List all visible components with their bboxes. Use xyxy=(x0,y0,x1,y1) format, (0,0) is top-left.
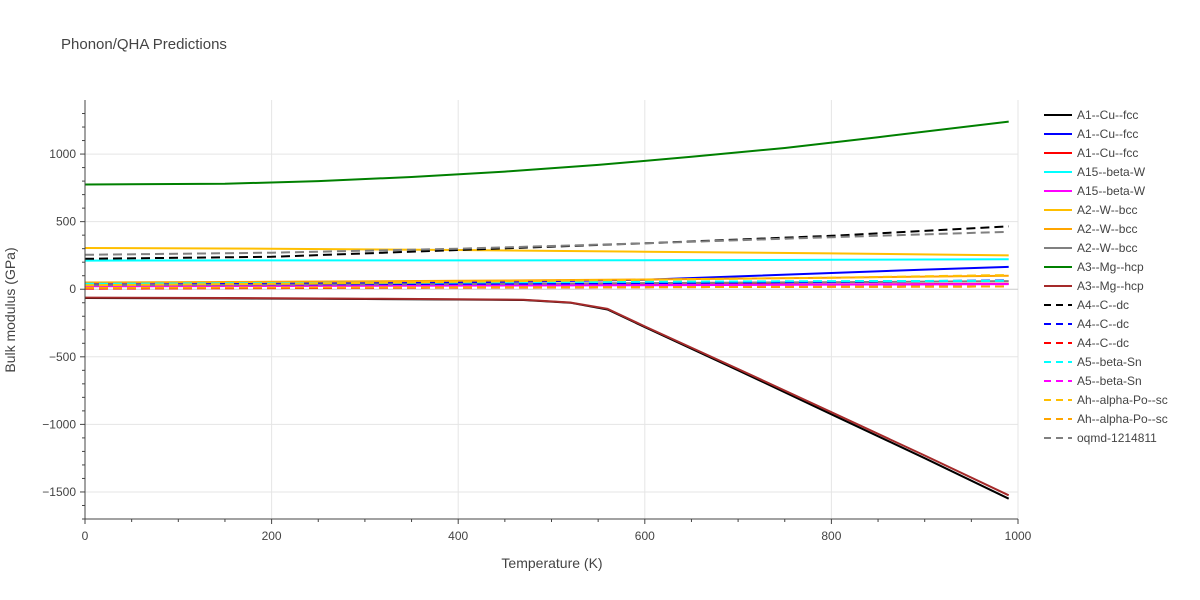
legend-item[interactable]: A2--W--bcc xyxy=(1044,241,1137,255)
legend-item[interactable]: oqmd-1214811 xyxy=(1044,431,1157,445)
y-tick-label: −1000 xyxy=(42,417,76,431)
legend-label: A15--beta-W xyxy=(1077,184,1146,198)
legend-item[interactable]: A3--Mg--hcp xyxy=(1044,260,1144,274)
legend-label: A1--Cu--fcc xyxy=(1077,146,1138,160)
y-tick-label: 1000 xyxy=(49,147,76,161)
legend-label: A4--C--dc xyxy=(1077,317,1129,331)
series-line-16 xyxy=(84,285,1009,289)
series-layer xyxy=(84,120,1010,500)
legend-item[interactable]: A2--W--bcc xyxy=(1044,203,1137,217)
legend-label: A15--beta-W xyxy=(1077,165,1146,179)
y-axis-title: Bulk modulus (GPa) xyxy=(2,247,18,372)
series-line-5 xyxy=(84,247,1009,257)
y-tick-label: −500 xyxy=(49,350,76,364)
x-tick-label: 200 xyxy=(262,529,282,543)
legend-label: A4--C--dc xyxy=(1077,336,1129,350)
chart-title: Phonon/QHA Predictions xyxy=(61,36,227,53)
x-axis-title: Temperature (K) xyxy=(501,555,602,571)
legend-label: A2--W--bcc xyxy=(1077,203,1137,217)
series-line-15 xyxy=(84,274,1009,287)
legend-item[interactable]: A4--C--dc xyxy=(1044,317,1129,331)
series-line-9 xyxy=(84,296,1010,497)
legend-label: A1--Cu--fcc xyxy=(1077,108,1138,122)
x-tick-label: 0 xyxy=(82,529,89,543)
legend-label: A5--beta-Sn xyxy=(1077,355,1142,369)
x-tick-label: 1000 xyxy=(1005,529,1032,543)
y-tick-label: 0 xyxy=(69,282,76,296)
series-line-8 xyxy=(84,120,1009,186)
legend-item[interactable]: Ah--alpha-Po--sc xyxy=(1044,412,1168,426)
series-line-0 xyxy=(84,297,1010,500)
legend-item[interactable]: A1--Cu--fcc xyxy=(1044,108,1138,122)
legend-label: Ah--alpha-Po--sc xyxy=(1077,412,1168,426)
legend-item[interactable]: A4--C--dc xyxy=(1044,298,1129,312)
series-line-3 xyxy=(84,258,1009,262)
legend-label: Ah--alpha-Po--sc xyxy=(1077,393,1168,407)
legend-item[interactable]: A15--beta-W xyxy=(1044,184,1146,198)
legend-item[interactable]: A3--Mg--hcp xyxy=(1044,279,1144,293)
x-tick-label: 800 xyxy=(821,529,841,543)
legend[interactable]: A1--Cu--fcc A1--Cu--fcc A1--Cu--fcc A15--be… xyxy=(1044,108,1168,445)
x-tick-label: 600 xyxy=(635,529,655,543)
grid-layer xyxy=(85,100,1019,519)
legend-item[interactable]: A2--W--bcc xyxy=(1044,222,1137,236)
legend-item[interactable]: A5--beta-Sn xyxy=(1044,355,1142,369)
legend-label: A2--W--bcc xyxy=(1077,222,1137,236)
y-tick-label: 500 xyxy=(56,215,76,229)
legend-item[interactable]: A15--beta-W xyxy=(1044,165,1146,179)
y-tick-label: −1500 xyxy=(42,485,76,499)
series-line-17 xyxy=(84,230,1009,256)
x-tick-label: 400 xyxy=(448,529,468,543)
legend-item[interactable]: A4--C--dc xyxy=(1044,336,1129,350)
axes-layer: 0 200 400 600 800 1000 1000 500 0 −500 −1000 −1500 xyxy=(42,100,1032,543)
legend-label: A1--Cu--fcc xyxy=(1077,127,1138,141)
legend-item[interactable]: A1--Cu--fcc xyxy=(1044,146,1138,160)
series-line-14 xyxy=(84,283,1009,288)
legend-item[interactable]: Ah--alpha-Po--sc xyxy=(1044,393,1168,407)
legend-label: A5--beta-Sn xyxy=(1077,374,1142,388)
legend-label: oqmd-1214811 xyxy=(1077,431,1157,445)
legend-label: A3--Mg--hcp xyxy=(1077,260,1144,274)
legend-item[interactable]: A1--Cu--fcc xyxy=(1044,127,1138,141)
legend-label: A2--W--bcc xyxy=(1077,241,1137,255)
legend-label: A4--C--dc xyxy=(1077,298,1129,312)
legend-item[interactable]: A5--beta-Sn xyxy=(1044,374,1142,388)
legend-label: A3--Mg--hcp xyxy=(1077,279,1144,293)
